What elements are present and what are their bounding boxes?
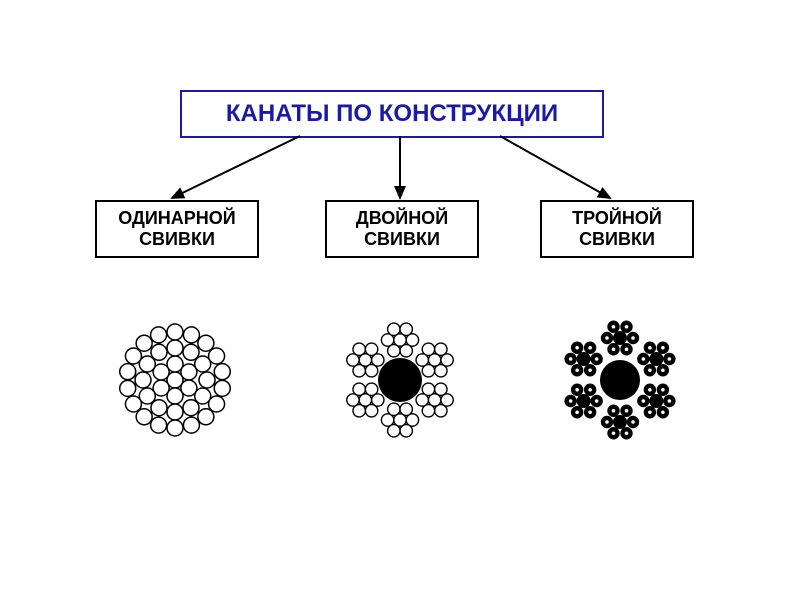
box-single-line1: ОДИНАРНОЙ [118, 208, 235, 228]
diagram-triple [552, 312, 688, 448]
diagram-single [113, 318, 237, 442]
box-single-line2: СВИВКИ [139, 229, 215, 249]
box-triple-line1: ТРОЙНОЙ [572, 208, 662, 228]
box-double: ДВОЙНОЙ СВИВКИ [325, 200, 479, 258]
box-double-line1: ДВОЙНОЙ [356, 208, 448, 228]
diagram-double [338, 318, 462, 442]
box-double-line2: СВИВКИ [364, 229, 440, 249]
title-text: КАНАТЫ ПО КОНСТРУКЦИИ [226, 100, 558, 127]
box-triple: ТРОЙНОЙ СВИВКИ [540, 200, 694, 258]
title-box: КАНАТЫ ПО КОНСТРУКЦИИ [180, 90, 604, 138]
box-triple-line2: СВИВКИ [579, 229, 655, 249]
box-single: ОДИНАРНОЙ СВИВКИ [95, 200, 259, 258]
arrow-to-triple [500, 136, 610, 198]
arrow-to-single [172, 136, 300, 198]
